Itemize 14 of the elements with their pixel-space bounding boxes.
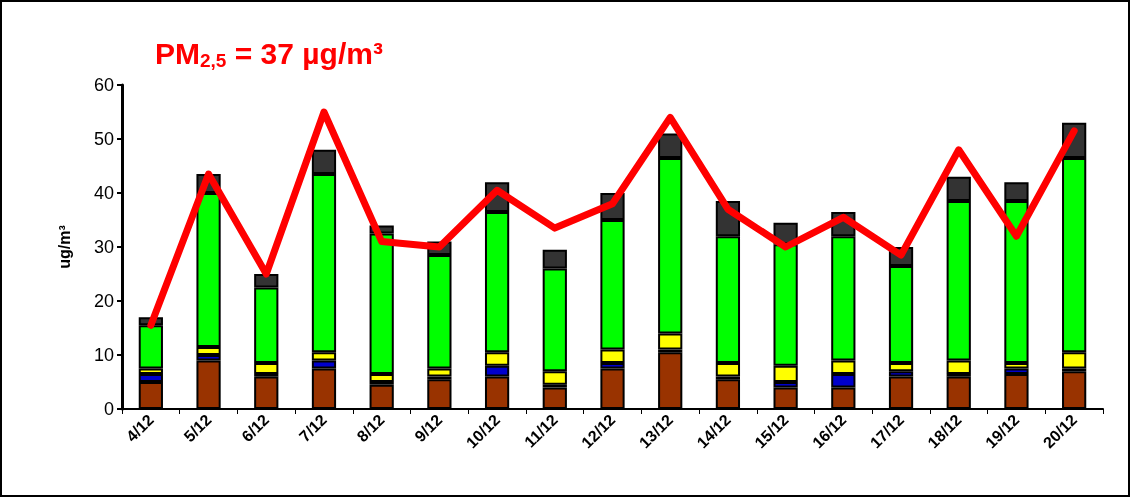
x-tick-label: 7/12 — [295, 410, 331, 446]
y-tick-label: 40 — [93, 183, 114, 203]
x-tick-label: 4/12 — [122, 410, 157, 446]
y-tick-label: 30 — [93, 237, 114, 257]
y-tick-label: 10 — [93, 345, 114, 365]
y-tick-label: 60 — [93, 75, 114, 95]
y-tick-label: 20 — [93, 291, 114, 311]
x-tick-label: 5/12 — [180, 410, 215, 446]
x-tick-label: 8/12 — [353, 410, 388, 446]
x-tick-label: 9/12 — [411, 410, 446, 446]
y-tick-label: 0 — [103, 399, 114, 419]
y-axis-title: ug/m³ — [55, 225, 73, 269]
x-tick-label: 6/12 — [238, 410, 273, 446]
y-tick-label: 50 — [93, 129, 114, 149]
